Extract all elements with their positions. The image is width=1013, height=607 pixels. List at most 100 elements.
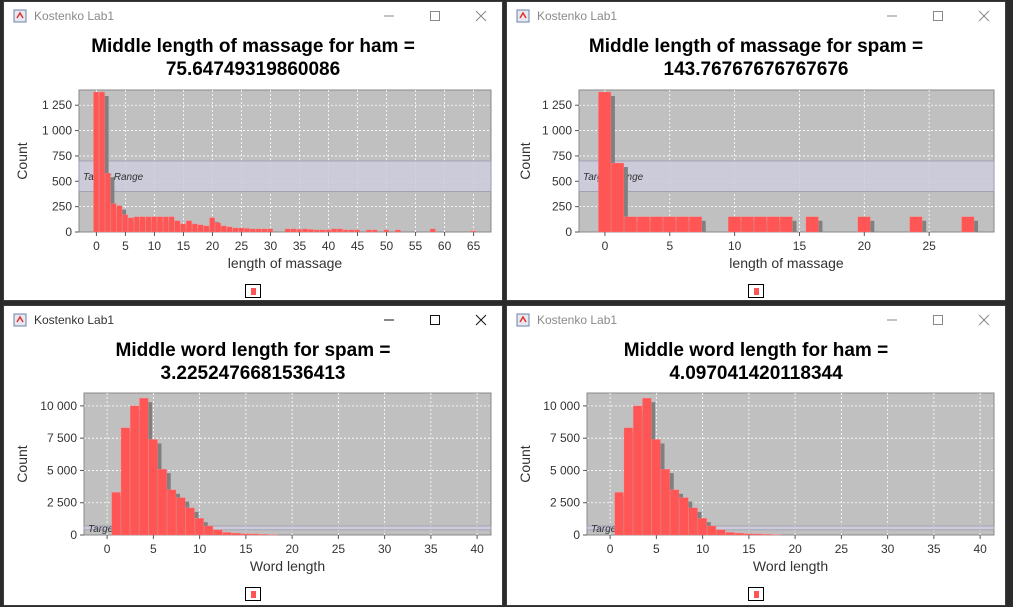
histogram-bar bbox=[366, 229, 372, 233]
histogram-bar bbox=[313, 229, 320, 233]
window-ham-message-length[interactable]: Kostenko Lab1 Middle length of massage f… bbox=[3, 1, 503, 301]
close-button[interactable] bbox=[458, 306, 502, 334]
y-tick-label: 1 250 bbox=[42, 98, 72, 112]
maximize-button[interactable] bbox=[915, 306, 961, 334]
y-tick-label: 1 250 bbox=[542, 98, 572, 112]
histogram-bar bbox=[176, 497, 186, 536]
title-bar[interactable]: Kostenko Lab1 bbox=[4, 306, 502, 334]
minimize-button[interactable] bbox=[869, 2, 915, 30]
maximize-button[interactable] bbox=[915, 2, 961, 30]
histogram-bar bbox=[174, 220, 181, 233]
x-tick-label: 5 bbox=[653, 542, 660, 556]
histogram-bar bbox=[342, 229, 349, 233]
histogram-bar bbox=[259, 534, 269, 536]
histogram-bar bbox=[470, 230, 477, 233]
histogram-bar bbox=[637, 216, 650, 233]
title-bar[interactable]: Kostenko Lab1 bbox=[4, 2, 502, 30]
histogram-bar bbox=[192, 223, 198, 233]
y-tick-label: 0 bbox=[70, 528, 77, 542]
x-tick-label: 35 bbox=[927, 542, 941, 556]
histogram-bar bbox=[331, 228, 337, 233]
histogram-bar bbox=[319, 229, 326, 233]
x-tick-label: 45 bbox=[351, 239, 365, 253]
close-icon bbox=[978, 314, 990, 326]
histogram-bar bbox=[642, 398, 652, 536]
close-icon bbox=[978, 10, 990, 22]
histogram-bar bbox=[180, 223, 187, 233]
histogram-bar bbox=[244, 228, 250, 233]
histogram-bar bbox=[167, 489, 177, 536]
x-tick-label: 0 bbox=[104, 542, 111, 556]
x-tick-label: 5 bbox=[122, 239, 129, 253]
java-app-icon bbox=[13, 313, 27, 327]
window-ham-word-length[interactable]: Kostenko Lab1 Middle word length for ham… bbox=[506, 305, 1006, 606]
window-spam-word-length[interactable]: Kostenko Lab1 Middle word length for spa… bbox=[3, 305, 503, 606]
histogram-bar bbox=[697, 518, 707, 536]
histogram-bar bbox=[209, 217, 216, 233]
close-button[interactable] bbox=[961, 306, 1005, 334]
histogram-bar bbox=[104, 173, 111, 233]
y-tick-label: 5 000 bbox=[47, 463, 77, 477]
minimize-button[interactable] bbox=[366, 306, 412, 334]
chart-title: Middle length of massage for ham = 75.64… bbox=[4, 35, 502, 81]
histogram-bar bbox=[624, 216, 638, 233]
x-tick-label: 20 bbox=[788, 542, 802, 556]
x-axis-label: length of massage bbox=[729, 255, 844, 271]
histogram-bar bbox=[148, 439, 158, 536]
x-tick-label: 15 bbox=[177, 239, 191, 253]
legend-series-icon bbox=[748, 587, 764, 601]
title-bar[interactable]: Kostenko Lab1 bbox=[507, 306, 1005, 334]
maximize-button[interactable] bbox=[412, 306, 458, 334]
histogram-bar bbox=[660, 469, 670, 536]
histogram-bar bbox=[337, 228, 343, 233]
close-icon bbox=[475, 314, 487, 326]
x-tick-label: 25 bbox=[235, 239, 249, 253]
y-tick-label: 500 bbox=[52, 174, 72, 188]
histogram-bar bbox=[197, 224, 204, 233]
histogram-bar bbox=[727, 216, 741, 233]
histogram-bar bbox=[716, 529, 726, 536]
x-tick-label: 55 bbox=[409, 239, 423, 253]
x-tick-label: 25 bbox=[332, 542, 346, 556]
x-tick-label: 25 bbox=[835, 542, 849, 556]
minimize-button[interactable] bbox=[869, 306, 915, 334]
x-tick-label: 35 bbox=[424, 542, 438, 556]
x-axis-label: length of massage bbox=[228, 255, 343, 271]
x-tick-label: 60 bbox=[438, 239, 452, 253]
histogram-bar bbox=[238, 227, 245, 233]
histogram-bar bbox=[753, 533, 763, 536]
y-tick-label: 7 500 bbox=[550, 431, 580, 445]
histogram-bar bbox=[99, 91, 105, 233]
x-tick-label: 10 bbox=[696, 542, 710, 556]
chart-title: Middle word length for ham = 4.097041420… bbox=[507, 339, 1005, 385]
x-tick-label: 25 bbox=[922, 239, 936, 253]
y-axis-label: Count bbox=[517, 142, 533, 179]
histogram-bar bbox=[296, 229, 303, 233]
maximize-button[interactable] bbox=[412, 2, 458, 30]
histogram-bar bbox=[232, 227, 239, 233]
y-axis-label: Count bbox=[14, 142, 30, 179]
histogram-bar bbox=[354, 229, 361, 233]
histogram-bar bbox=[128, 217, 134, 233]
maximize-icon bbox=[430, 11, 440, 21]
close-icon bbox=[475, 10, 487, 22]
histogram-chart: 0 250 500 750 1 000 1 250 0 5 10 15 20 25 30 35 40 45 50… bbox=[14, 89, 492, 271]
x-tick-label: 10 bbox=[728, 239, 742, 253]
java-app-icon bbox=[516, 9, 530, 23]
histogram-bar bbox=[676, 216, 689, 233]
histogram-bar bbox=[139, 398, 149, 536]
x-axis-label: Word length bbox=[753, 558, 828, 574]
title-bar[interactable]: Kostenko Lab1 bbox=[507, 2, 1005, 30]
close-button[interactable] bbox=[961, 2, 1005, 30]
histogram-bar bbox=[162, 216, 169, 233]
chart-title-line2: 143.76767676767676 bbox=[663, 59, 849, 80]
close-button[interactable] bbox=[458, 2, 502, 30]
histogram-bar bbox=[611, 162, 625, 233]
window-spam-message-length[interactable]: Kostenko Lab1 Middle length of massage f… bbox=[506, 1, 1006, 301]
minimize-icon bbox=[384, 15, 394, 17]
x-tick-label: 0 bbox=[602, 239, 609, 253]
maximize-icon bbox=[933, 315, 943, 325]
minimize-button[interactable] bbox=[366, 2, 412, 30]
bar-shadow bbox=[103, 96, 109, 233]
